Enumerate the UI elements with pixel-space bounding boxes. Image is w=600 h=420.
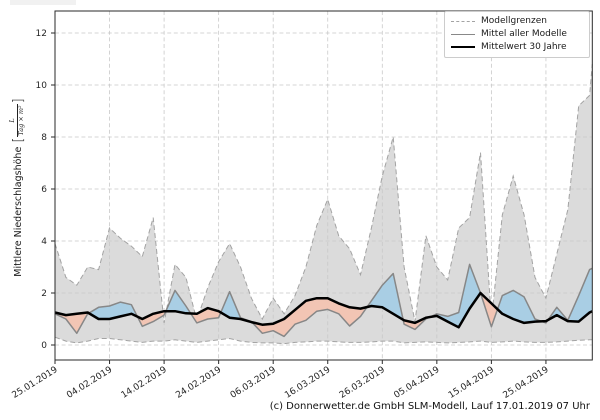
plot-border <box>54 10 593 361</box>
band-below-normal <box>480 293 498 327</box>
y-tick-label: 6 <box>41 185 47 195</box>
y-axis-unit-fraction: L Tag × m² <box>8 104 25 137</box>
x-tick-label: 05.04.2019 <box>392 365 441 401</box>
screenshot-artifact-bar <box>10 0 76 5</box>
dashed-line-sample-icon <box>451 20 475 22</box>
y-axis-unit-bracket-open: [ <box>10 137 26 143</box>
gray-line-sample-icon <box>451 33 475 35</box>
y-axis-title-text: Mittlere Niederschlagshöhe <box>12 146 24 277</box>
y-axis-unit-numerator: L <box>8 118 17 123</box>
y-axis-unit-denominator: Tag × m² <box>16 104 25 137</box>
black-line-sample-icon <box>451 46 475 48</box>
band-above-normal <box>367 273 404 320</box>
y-tick-label: 2 <box>41 289 47 299</box>
y-tick-label: 12 <box>36 29 47 39</box>
band-above-normal <box>165 290 191 314</box>
legend-item-climate-mean: Mittelwert 30 Jahre <box>451 42 583 52</box>
model-mean-line <box>54 263 593 338</box>
x-tick-label: 04.02.2019 <box>65 365 114 401</box>
x-tick-label: 26.03.2019 <box>338 365 387 401</box>
band-above-normal <box>220 291 252 323</box>
y-axis-title: Mittlere Niederschlagshöhe [ L Tag × m² … <box>7 7 29 367</box>
legend-item-model-mean: Mittel aller Modelle <box>451 29 583 39</box>
band-above-normal <box>548 268 593 322</box>
x-tick-label: 25.04.2019 <box>502 365 551 401</box>
model-envelope-lower-bound <box>54 336 593 345</box>
legend-item-model-bounds: Modellgrenzen <box>451 16 583 26</box>
model-envelope-area <box>55 64 593 344</box>
x-tick-label: 25.01.2019 <box>11 365 60 401</box>
x-tick-label: 24.02.2019 <box>174 365 223 401</box>
caption: (c) Donnerwetter.de GmbH SLM-Modell, Lau… <box>269 401 590 412</box>
band-above-normal <box>497 290 542 323</box>
legend-label: Mittel aller Modelle <box>481 29 567 39</box>
x-tick-label: 15.04.2019 <box>447 365 496 401</box>
y-axis-unit-bracket-close: ] <box>10 98 26 104</box>
y-tick-label: 10 <box>36 81 48 91</box>
x-tick-label: 16.03.2019 <box>283 365 332 401</box>
legend: Modellgrenzen Mittel aller Modelle Mitte… <box>444 11 590 58</box>
band-below-normal <box>137 311 166 327</box>
legend-label: Modellgrenzen <box>481 16 547 26</box>
x-tick-label: 14.02.2019 <box>120 365 169 401</box>
band-below-normal <box>190 308 221 323</box>
band-below-normal <box>252 298 367 337</box>
climate-mean-line <box>54 291 593 329</box>
x-tick-label: 06.03.2019 <box>229 365 278 401</box>
y-tick-label: 8 <box>41 133 47 143</box>
y-tick-label: 0 <box>41 341 47 351</box>
legend-label: Mittelwert 30 Jahre <box>481 42 567 52</box>
y-tick-label: 4 <box>41 237 47 247</box>
band-above-normal <box>430 264 481 328</box>
